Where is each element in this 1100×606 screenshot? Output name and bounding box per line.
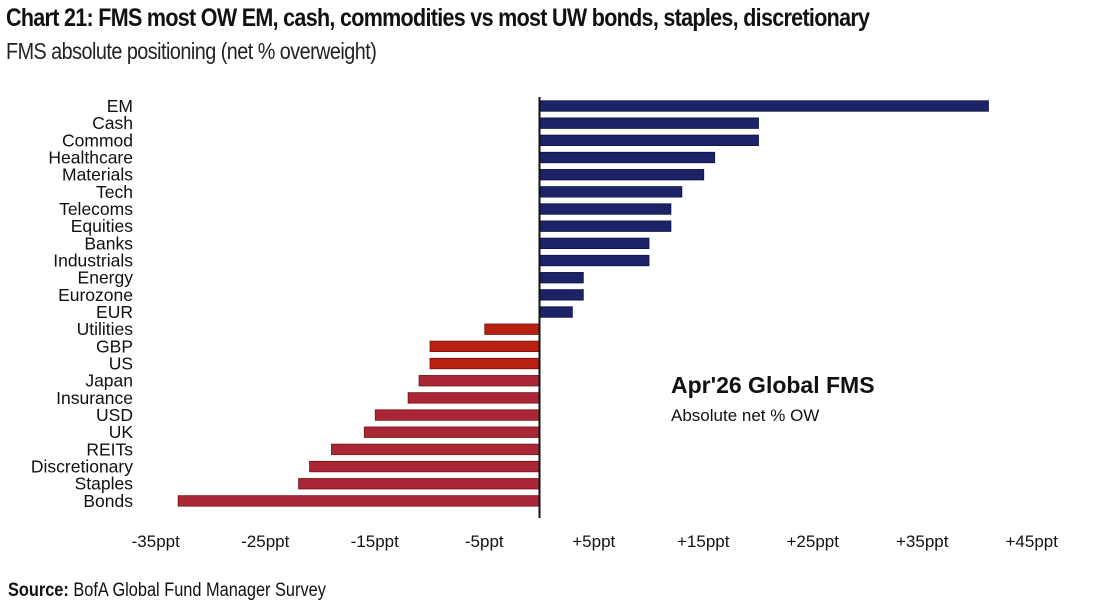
- category-label: Eurozone: [58, 285, 133, 305]
- category-label: Materials: [62, 165, 133, 185]
- source-text: BofA Global Fund Manager Survey: [73, 580, 326, 601]
- category-label: Tech: [96, 182, 133, 202]
- source-note: Source: BofA Global Fund Manager Survey: [8, 580, 326, 602]
- category-label: US: [109, 354, 133, 374]
- bars-group: [177, 100, 989, 507]
- x-tick-label: -15ppt: [351, 532, 399, 551]
- category-label: EUR: [96, 302, 133, 322]
- bar-staples: [298, 478, 540, 490]
- category-label: Telecoms: [59, 199, 133, 219]
- bar-insurance: [407, 392, 540, 404]
- x-tick-label: +35ppt: [896, 532, 949, 551]
- category-label: Cash: [92, 113, 133, 133]
- bar-us: [429, 357, 540, 370]
- bar-gbp: [429, 340, 540, 353]
- bar-eurozone: [539, 289, 584, 301]
- bar-energy: [539, 272, 584, 284]
- x-tick-label: +15ppt: [677, 532, 730, 551]
- category-labels-group: EMCashCommodHealthcareMaterialsTechTelec…: [31, 96, 133, 511]
- bar-banks: [539, 237, 650, 250]
- x-tick-label: -25ppt: [241, 532, 289, 551]
- category-label: Utilities: [77, 319, 134, 339]
- category-label: Insurance: [56, 388, 133, 408]
- category-label: Energy: [78, 268, 134, 288]
- x-tick-label: +5ppt: [572, 532, 615, 551]
- bar-japan: [418, 375, 540, 387]
- x-tick-label: -5ppt: [465, 532, 504, 551]
- bar-tech: [539, 186, 683, 198]
- category-label: Banks: [84, 233, 133, 253]
- annotation-title: Apr'26 Global FMS: [671, 372, 875, 398]
- bar-eur: [539, 306, 573, 318]
- category-label: Commod: [62, 130, 133, 150]
- source-label: Source:: [8, 580, 69, 601]
- bar-bonds: [177, 495, 540, 507]
- category-label: Staples: [75, 474, 134, 494]
- x-tick-label: -35ppt: [132, 532, 180, 551]
- bar-healthcare: [539, 151, 716, 164]
- tick-labels-group: -35ppt -25ppt -15ppt -5ppt +5ppt +15ppt +25ppt…: [132, 532, 1059, 551]
- bar-usd: [374, 409, 540, 421]
- bar-reits: [331, 443, 540, 456]
- category-label: Bonds: [83, 491, 133, 511]
- bar-utilities: [484, 323, 540, 335]
- bar-discretionary: [309, 460, 540, 473]
- bar-industrials: [539, 254, 650, 267]
- bar-cash: [539, 117, 759, 129]
- category-label: Industrials: [53, 251, 133, 271]
- x-tick-label: +25ppt: [787, 532, 840, 551]
- bar-em: [539, 100, 989, 112]
- bar-telecoms: [539, 203, 672, 215]
- chart-title: Chart 21: FMS most OW EM, cash, commodit…: [6, 4, 870, 32]
- category-label: Discretionary: [31, 457, 133, 477]
- category-label: UK: [109, 422, 134, 442]
- category-label: REITs: [86, 439, 133, 459]
- category-label: Equities: [71, 216, 134, 236]
- category-label: GBP: [96, 336, 133, 356]
- category-label: USD: [96, 405, 133, 425]
- bar-commod: [539, 134, 759, 146]
- category-label: Healthcare: [48, 148, 133, 168]
- category-label: Japan: [85, 371, 133, 391]
- category-label: EM: [107, 96, 133, 116]
- x-tick-label: +45ppt: [1006, 532, 1059, 551]
- chart-subtitle: FMS absolute positioning (net % overweig…: [6, 38, 377, 64]
- bar-uk: [363, 426, 540, 438]
- annotation-subtitle: Absolute net % OW: [671, 406, 820, 425]
- bar-equities: [539, 220, 672, 232]
- bar-materials: [539, 169, 705, 181]
